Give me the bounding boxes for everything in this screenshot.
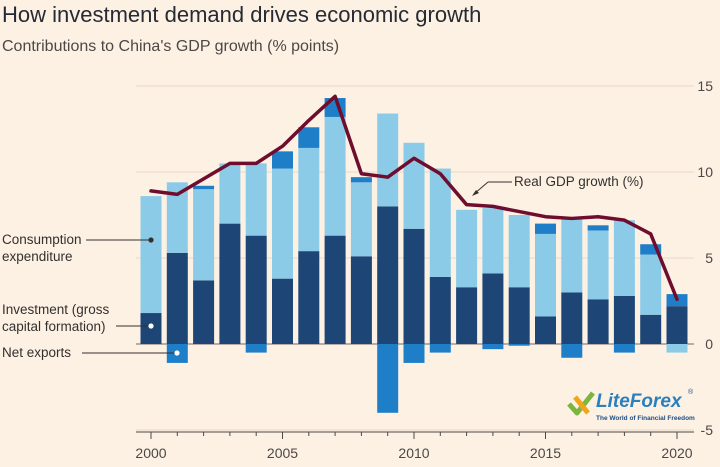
bars-group (140, 98, 688, 413)
consumption-bar (245, 163, 267, 236)
x-tick-label: 2005 (267, 445, 298, 461)
net-exports-bar (377, 344, 399, 413)
gdp-growth-line (149, 94, 679, 302)
consumption-bar (640, 254, 662, 315)
annotation-investment-line1: Investment (gross (2, 302, 110, 317)
consumption-bar (403, 142, 425, 229)
consumption-leader-dot (148, 237, 154, 243)
y-tick-label: -5 (701, 422, 714, 438)
consumption-bar (587, 230, 609, 300)
consumption-bar (561, 218, 583, 293)
investment-bar (482, 273, 504, 344)
net-exports-bar (429, 344, 451, 353)
x-tick-label: 2010 (398, 445, 429, 461)
investment-bar (377, 206, 399, 344)
y-tick-label: 0 (705, 336, 713, 352)
investment-bar (272, 278, 293, 344)
consumption-bar (613, 220, 635, 296)
investment-bar (166, 252, 188, 344)
net-exports-bar (482, 344, 504, 350)
consumption-bar (429, 168, 451, 277)
investment-bar (587, 299, 609, 344)
investment-leader-dot (148, 323, 154, 329)
net-exports-bar (613, 344, 635, 353)
net-exports-bar (535, 223, 556, 234)
net-exports-bar (587, 225, 609, 231)
consumption-bar (508, 215, 530, 288)
consumption-bar (219, 163, 241, 224)
consumption-bar (535, 233, 556, 317)
investment-bar (561, 292, 583, 344)
annotation-consumption-line1: Consumption (2, 232, 82, 247)
net-exports-bar (561, 344, 583, 358)
x-tick-label: 2015 (530, 445, 561, 461)
x-tick-label: 2020 (661, 445, 692, 461)
consumption-bar (377, 113, 399, 207)
annotation-net-exports: Net exports (2, 345, 71, 360)
investment-bar (613, 295, 635, 344)
net-exports-bar (272, 151, 293, 169)
consumption-bar (272, 168, 293, 279)
watermark-brand: LiteForex (596, 391, 682, 412)
investment-bar (350, 256, 372, 344)
watermark-logo: LiteForex The World of Financial Freedom… (566, 387, 696, 431)
y-tick-label: 5 (705, 250, 713, 266)
y-tick-label: 10 (697, 164, 713, 180)
y-axis: 15 10 5 0 -5 (697, 78, 713, 438)
investment-bar (508, 287, 530, 344)
investment-bar (456, 287, 478, 344)
investment-bar (429, 276, 451, 344)
investment-bar (298, 251, 320, 344)
annotation-consumption-line2: expenditure (2, 249, 73, 264)
x-tick-label: 2000 (135, 445, 166, 461)
consumption-bar (666, 344, 688, 353)
consumption-bar (350, 182, 372, 257)
gdp-line-group (149, 94, 679, 302)
net-exports-bar (508, 344, 530, 346)
consumption-bar (324, 116, 346, 236)
annotation-gdp: Real GDP growth (%) (514, 174, 644, 189)
investment-bar (666, 306, 688, 344)
investment-bar (193, 280, 215, 344)
consumption-bar (456, 209, 478, 288)
investment-bar (403, 228, 425, 344)
investment-bar (219, 223, 241, 344)
consumption-bar (482, 208, 504, 274)
net-exports-bar (640, 244, 662, 255)
registered-mark: ® (688, 389, 694, 396)
investment-bar (245, 235, 267, 344)
liteforex-icon (567, 391, 595, 416)
consumption-bar (298, 147, 320, 252)
y-tick-label: 15 (697, 78, 713, 94)
consumption-bar (166, 182, 188, 253)
net-exports-bar (245, 344, 267, 353)
investment-bar (640, 314, 662, 344)
annotations: Consumption expenditure Investment (gros… (2, 174, 644, 360)
annotation-investment-line2: capital formation) (2, 319, 106, 334)
x-axis: 2000 2005 2010 2015 2020 (135, 431, 694, 461)
gdp-leader-arrowhead (472, 190, 479, 196)
net-exports-bar (403, 344, 425, 363)
net-exports-bar (350, 177, 372, 183)
watermark-tagline: The World of Financial Freedom (596, 415, 695, 422)
net-exports-bar (298, 127, 320, 148)
chart-subtitle: Contributions to China's GDP growth (% p… (2, 38, 340, 55)
consumption-bar (193, 189, 215, 281)
net-exports-bar (193, 185, 215, 190)
consumption-bar (140, 196, 162, 314)
net-exports-leader-dot (174, 350, 180, 356)
chart-title: How investment demand drives economic gr… (2, 2, 482, 27)
investment-bar (535, 316, 556, 344)
investment-bar (324, 235, 346, 344)
